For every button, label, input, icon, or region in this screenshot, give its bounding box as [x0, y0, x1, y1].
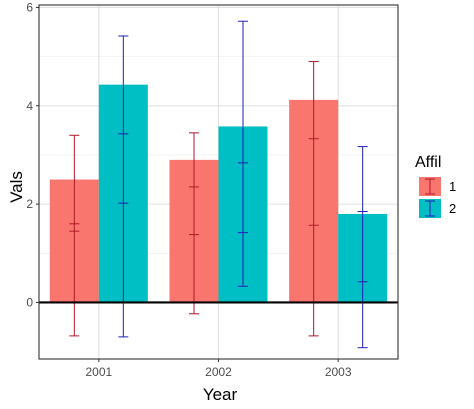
y-tick-label: 4	[26, 99, 33, 113]
x-axis-title: Year	[203, 385, 238, 404]
legend-label-affil-1: 1	[449, 179, 456, 194]
x-tick-label: 2002	[205, 365, 232, 379]
x-tick-label: 2003	[325, 365, 352, 379]
y-tick-label: 6	[26, 0, 33, 14]
legend-items: 12	[419, 177, 456, 218]
x-tick-label: 2001	[85, 365, 112, 379]
legend-label-affil-2: 2	[449, 201, 456, 216]
y-tick-label: 2	[26, 197, 33, 211]
legend: Affil 12	[415, 154, 456, 218]
y-axis-title: Vals	[7, 171, 26, 203]
errorbars-layer	[69, 20, 368, 349]
legend-title: Affil	[415, 154, 441, 171]
axes-layer: 0 2 4 6 2001 2002 2003	[26, 0, 399, 379]
y-tick-label: 0	[26, 295, 33, 309]
